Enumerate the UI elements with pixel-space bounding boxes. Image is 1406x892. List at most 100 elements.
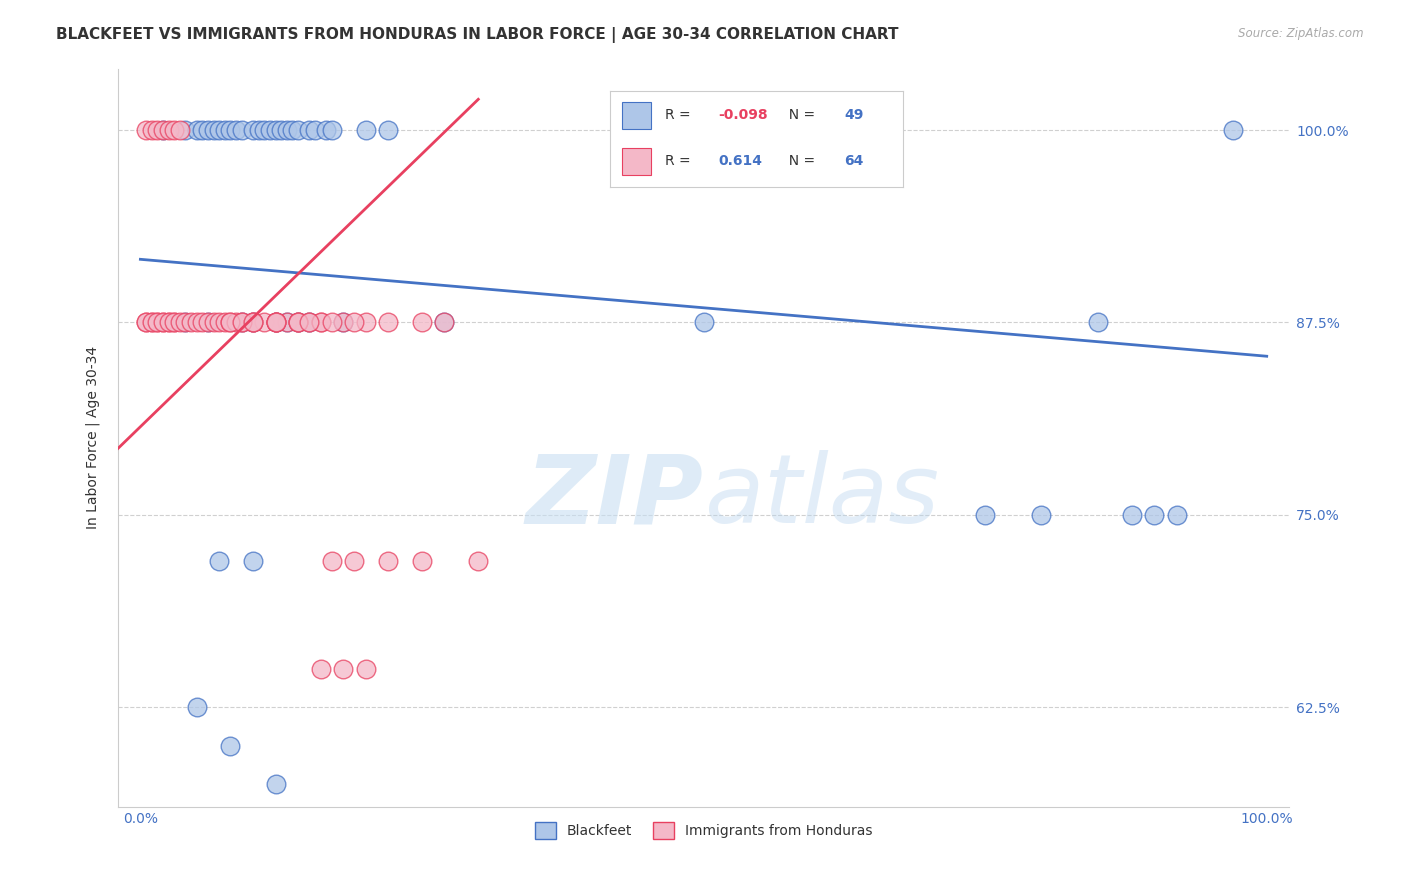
Point <box>141 315 163 329</box>
Point <box>135 315 157 329</box>
Text: Source: ZipAtlas.com: Source: ZipAtlas.com <box>1239 27 1364 40</box>
Point <box>411 554 433 568</box>
Point <box>321 315 343 329</box>
Point <box>163 315 186 329</box>
Point <box>157 123 180 137</box>
Point <box>242 315 264 329</box>
Point <box>197 315 219 329</box>
Point <box>174 123 197 137</box>
Point <box>197 123 219 137</box>
Point <box>163 315 186 329</box>
Point <box>287 315 309 329</box>
Text: ZIP: ZIP <box>526 450 703 543</box>
Point <box>270 123 292 137</box>
Point <box>1143 508 1166 522</box>
Point <box>264 123 287 137</box>
Point <box>287 315 309 329</box>
Point <box>287 315 309 329</box>
Point <box>321 123 343 137</box>
Point <box>264 315 287 329</box>
Point <box>225 315 247 329</box>
Point <box>242 315 264 329</box>
Point <box>231 123 253 137</box>
Point <box>157 315 180 329</box>
Point <box>321 554 343 568</box>
Point <box>214 123 236 137</box>
Point <box>208 554 231 568</box>
Point <box>242 123 264 137</box>
Point <box>152 123 174 137</box>
Point <box>141 123 163 137</box>
Point <box>191 315 214 329</box>
Point <box>264 315 287 329</box>
Text: atlas: atlas <box>703 450 939 543</box>
Point <box>214 315 236 329</box>
Point <box>169 123 191 137</box>
Point <box>146 315 169 329</box>
Point <box>287 123 309 137</box>
Point <box>169 315 191 329</box>
Point <box>309 315 332 329</box>
Point <box>219 315 242 329</box>
Point <box>287 315 309 329</box>
Point <box>146 315 169 329</box>
Point <box>276 315 298 329</box>
Point <box>974 508 997 522</box>
Point <box>315 123 337 137</box>
Point <box>180 315 202 329</box>
Point <box>219 123 242 137</box>
Point <box>186 700 208 714</box>
Point <box>152 123 174 137</box>
Point <box>247 123 270 137</box>
Point <box>197 315 219 329</box>
Point <box>309 315 332 329</box>
Point <box>298 315 321 329</box>
Point <box>264 315 287 329</box>
Point <box>242 554 264 568</box>
Point <box>1087 315 1109 329</box>
Point <box>354 123 377 137</box>
Point <box>253 315 276 329</box>
Point <box>208 123 231 137</box>
Point <box>467 554 489 568</box>
Point <box>135 315 157 329</box>
Point <box>1222 123 1244 137</box>
Point <box>276 123 298 137</box>
Point <box>202 123 225 137</box>
Point <box>377 123 399 137</box>
Point <box>298 123 321 137</box>
Point <box>433 315 456 329</box>
Point <box>343 315 366 329</box>
Point <box>231 315 253 329</box>
Point <box>186 315 208 329</box>
Point <box>377 315 399 329</box>
Point <box>242 315 264 329</box>
Point <box>1166 508 1188 522</box>
Text: BLACKFEET VS IMMIGRANTS FROM HONDURAS IN LABOR FORCE | AGE 30-34 CORRELATION CHA: BLACKFEET VS IMMIGRANTS FROM HONDURAS IN… <box>56 27 898 43</box>
Point <box>276 315 298 329</box>
Point <box>309 662 332 676</box>
Point <box>135 123 157 137</box>
Point <box>191 123 214 137</box>
Y-axis label: In Labor Force | Age 30-34: In Labor Force | Age 30-34 <box>86 346 100 529</box>
Point <box>433 315 456 329</box>
Point <box>146 123 169 137</box>
Point <box>298 315 321 329</box>
Point <box>692 315 714 329</box>
Point <box>174 315 197 329</box>
Point <box>202 315 225 329</box>
Point <box>332 315 354 329</box>
Point <box>141 315 163 329</box>
Point <box>231 315 253 329</box>
Point <box>264 777 287 791</box>
Point <box>219 739 242 753</box>
Point <box>231 315 253 329</box>
Point <box>354 315 377 329</box>
Point <box>259 123 281 137</box>
Point <box>264 315 287 329</box>
Point <box>298 315 321 329</box>
Point <box>174 315 197 329</box>
Point <box>332 315 354 329</box>
Point <box>354 662 377 676</box>
Point <box>152 315 174 329</box>
